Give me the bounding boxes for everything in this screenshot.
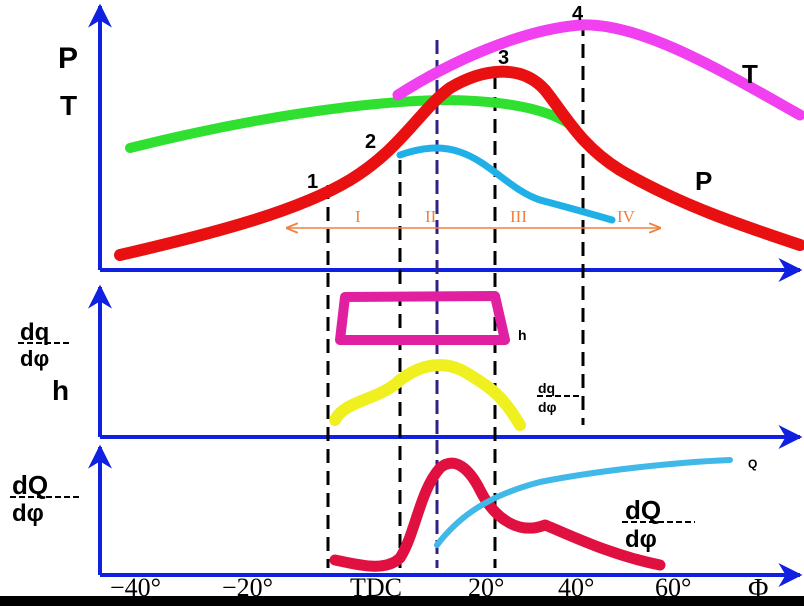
fraction-bars	[10, 342, 695, 523]
phase-label: II	[425, 207, 437, 226]
point-label: 3	[498, 47, 509, 69]
axis-label: P	[58, 42, 78, 75]
curve-label: dq	[538, 380, 555, 396]
axis-label: T	[60, 90, 77, 121]
x-tick-label: −20°	[222, 573, 273, 602]
axis-label: dq	[20, 319, 49, 346]
phase-label: IV	[617, 207, 636, 226]
phase-label: III	[510, 207, 527, 226]
curve-label: Q	[748, 457, 757, 471]
curve-label: dQ	[625, 495, 661, 525]
axis-label: dφ	[20, 346, 49, 371]
axes	[88, 3, 803, 587]
bottom-bar	[0, 596, 804, 606]
point-label: 2	[365, 131, 376, 153]
x-tick-label: −40°	[110, 573, 161, 602]
x-tick-label: 20°	[468, 573, 504, 602]
curve-label: P	[695, 166, 712, 196]
curve-label: h	[518, 327, 527, 343]
curve-label: dφ	[538, 399, 557, 415]
axis-label: dQ	[12, 470, 48, 500]
x-tick-label: 40°	[558, 573, 594, 602]
point-label: 4	[572, 3, 584, 25]
x-axis-label: Φ	[748, 574, 768, 605]
phase-label: I	[355, 207, 361, 226]
x-tick-label: TDC	[350, 573, 402, 602]
curve-label: T	[742, 59, 758, 89]
axis-label: dφ	[12, 500, 44, 527]
axis-label: h	[52, 375, 69, 406]
point-label: 1	[307, 171, 318, 193]
curve-label: dφ	[625, 526, 657, 553]
x-tick-label: 60°	[655, 573, 691, 602]
curves	[114, 19, 804, 572]
